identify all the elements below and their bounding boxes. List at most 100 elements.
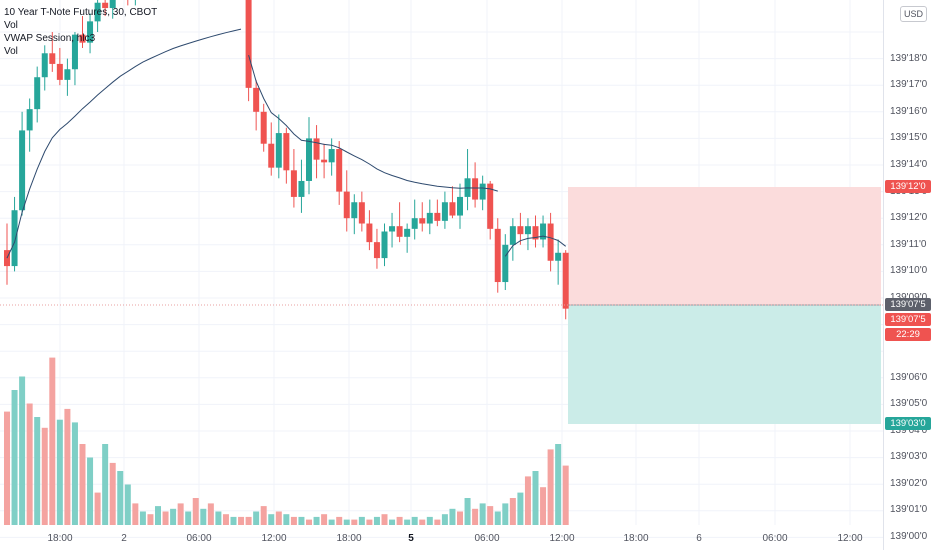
volume-bar [192, 498, 199, 525]
price-tick-label: 139'05'0 [890, 398, 928, 409]
volume-bar [200, 508, 207, 525]
volume-bar [373, 516, 380, 525]
candle-body [419, 218, 426, 224]
candle-body [524, 226, 531, 235]
price-tick-label: 139'06'0 [890, 372, 928, 383]
volume-bar [457, 511, 463, 525]
volume-bar [479, 503, 486, 525]
price-chart[interactable] [0, 0, 883, 550]
stop-loss-zone [568, 187, 881, 305]
volume-bar [56, 419, 63, 525]
volume-bar [117, 471, 124, 525]
candle-body [71, 34, 78, 70]
candle-body [547, 223, 554, 261]
volume-indicator-label-2[interactable]: Vol [4, 46, 18, 57]
vwap-line [6, 28, 567, 259]
volume-bar [185, 511, 192, 525]
price-tick-label: 139'02'0 [890, 478, 928, 489]
candle-body [336, 149, 343, 192]
price-tick-label: 139'11'0 [890, 239, 927, 250]
price-tick-label: 139'16'0 [890, 106, 928, 117]
volume-bar [328, 519, 335, 525]
candle-body [56, 63, 63, 80]
candle-body [34, 77, 41, 110]
price-tick-label: 139'14'0 [890, 159, 928, 170]
chart-legend: 10 Year T-Note Futures, 30, CBOT Vol VWA… [4, 6, 157, 58]
volume-bar [419, 519, 426, 525]
price-tick-label: 139'17'0 [890, 79, 928, 90]
volume-bar [449, 508, 456, 525]
candle-body [26, 109, 33, 131]
candle-body [245, 0, 252, 88]
volume-bar [71, 422, 78, 525]
candle-body [562, 252, 569, 309]
volume-bar [290, 516, 297, 525]
volume-bar [245, 516, 252, 525]
volume-bar [102, 444, 109, 525]
candle-body [426, 212, 433, 224]
volume-bar [230, 516, 237, 525]
candle-body [494, 228, 501, 283]
price-tick-label: 139'10'0 [890, 265, 928, 276]
time-tick-label: 18:00 [623, 533, 649, 544]
volume-bar [366, 519, 373, 525]
candle-body [94, 2, 101, 22]
price-tick-label: 139'01'0 [890, 504, 928, 515]
volume-bar [404, 519, 411, 525]
volume-bar [532, 471, 539, 525]
volume-bar [321, 514, 328, 525]
candle-body [487, 183, 494, 229]
volume-bar [41, 427, 48, 525]
candle-body [321, 159, 328, 163]
volume-bar [487, 506, 494, 525]
volume-bar [26, 403, 33, 525]
candle-body [351, 202, 358, 219]
volume-bar [79, 444, 86, 525]
symbol-title[interactable]: 10 Year T-Note Futures, 30, CBOT [4, 7, 158, 18]
time-tick-label: 12:00 [261, 533, 287, 544]
volume-bar [87, 457, 94, 525]
candle-body [11, 210, 18, 267]
last-price-label: 139'07'5 [885, 313, 931, 326]
take-profit-zone [568, 305, 881, 424]
volume-bar [517, 492, 524, 525]
candle-body [49, 53, 56, 64]
volume-bar [426, 516, 433, 525]
volume-bar [155, 506, 161, 525]
volume-bar [49, 357, 56, 525]
volume-bar [555, 444, 562, 525]
time-tick-label: 6 [696, 533, 702, 544]
candle-body [87, 21, 94, 43]
candle-body [441, 202, 448, 221]
candle-body [275, 133, 282, 168]
candle-body [260, 111, 267, 144]
candle-body [328, 149, 335, 163]
volume-bar [336, 516, 343, 525]
time-tick-label: 12:00 [837, 533, 863, 544]
volume-bar [132, 503, 139, 525]
time-tick-label: 18:00 [47, 533, 73, 544]
candle-body [479, 183, 486, 200]
price-axis[interactable]: USD 139'18'0 139'17'0 139'16'0 139'15'0 139'… [883, 0, 932, 550]
countdown-label: 22:29 [885, 328, 931, 341]
candle-body [411, 218, 418, 229]
volume-bar [389, 519, 396, 525]
time-tick-label: 06:00 [474, 533, 500, 544]
candle-body [517, 226, 524, 235]
volume-bar [4, 411, 10, 525]
target-price-label: 139'03'0 [885, 417, 931, 430]
currency-button[interactable]: USD [900, 6, 927, 22]
volume-bar [109, 462, 116, 525]
candle-body [283, 133, 290, 171]
volume-bar [207, 503, 214, 525]
vwap-indicator-label[interactable]: VWAP Session, hlc3 [4, 33, 96, 44]
candle-body [253, 87, 260, 112]
volume-bar [94, 492, 101, 525]
volume-bar [464, 498, 471, 525]
volume-bar [11, 390, 18, 525]
price-tick-label: 139'12'0 [890, 212, 928, 223]
candle-body [366, 223, 373, 243]
candle-body [358, 202, 365, 224]
time-tick-label: 06:00 [762, 533, 788, 544]
volume-indicator-label[interactable]: Vol [4, 20, 18, 31]
